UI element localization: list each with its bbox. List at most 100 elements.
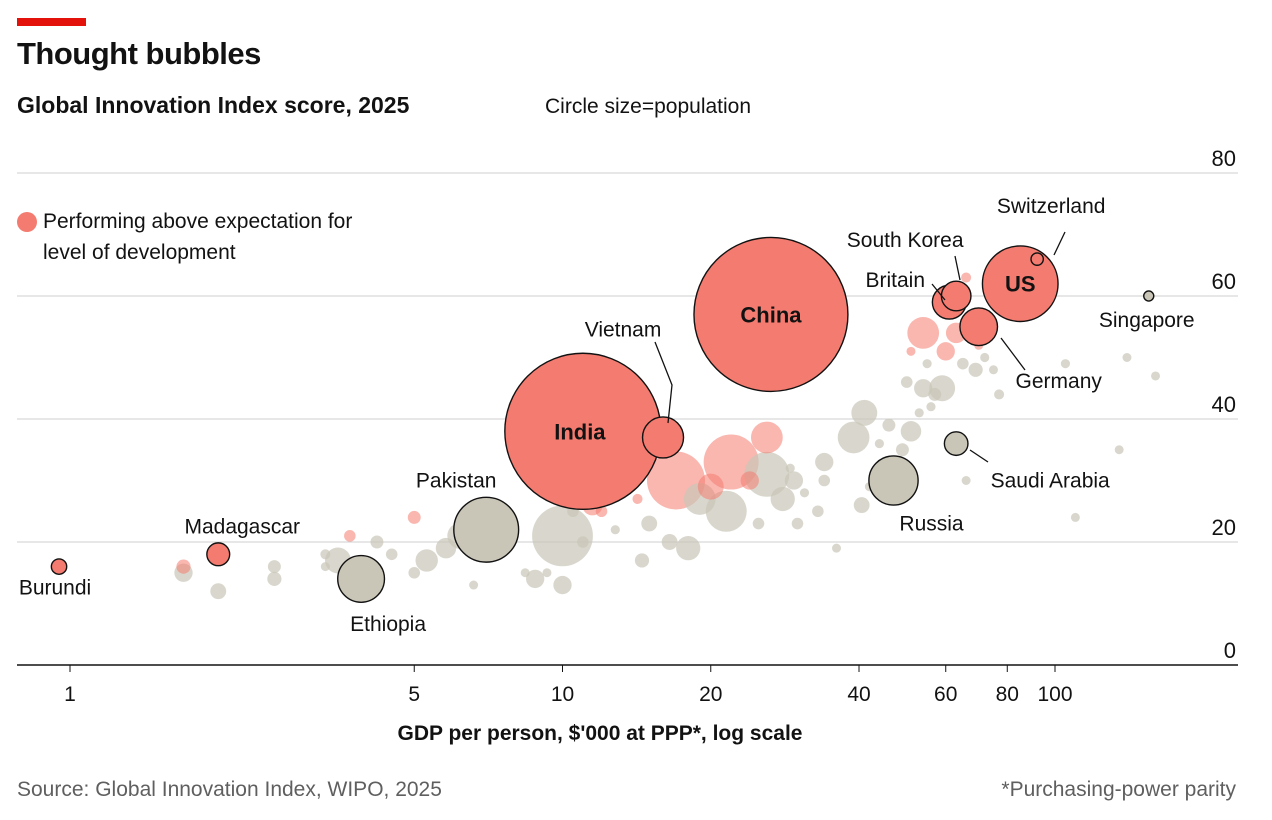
y-tick-label: 20 [1212, 515, 1236, 540]
point-label-britain: Britain [866, 269, 926, 292]
bubble [770, 486, 795, 512]
bubble [344, 530, 356, 542]
bubble [634, 553, 650, 568]
bubble-germany [959, 307, 999, 347]
bubble-pakistan [453, 496, 520, 563]
bubble [784, 471, 804, 490]
bubble [1070, 512, 1080, 522]
point-label-china: China [740, 302, 802, 327]
bubble [791, 517, 804, 530]
legend-dot-icon [17, 212, 37, 232]
bubble [980, 352, 990, 363]
y-tick-label: 80 [1212, 146, 1236, 171]
bubble-layer [50, 236, 1161, 603]
bubble-burundi [50, 558, 68, 575]
point-label-pakistan: Pakistan [416, 470, 497, 493]
point-label-switzerland: Switzerland [997, 195, 1106, 218]
point-label-madagascar: Madagascar [184, 515, 300, 538]
bubble [435, 537, 457, 559]
bubble [697, 473, 724, 500]
bubble [926, 402, 936, 412]
bubble [320, 562, 330, 572]
point-label-singapore: Singapore [1099, 309, 1195, 332]
x-axis-label: GDP per person, $'000 at PPP*, log scale [397, 722, 803, 745]
bubble [961, 476, 971, 485]
x-tick-label: 1 [64, 683, 76, 706]
bubble [661, 534, 678, 550]
leader-line [654, 341, 673, 424]
bubble [320, 549, 331, 560]
point-label-saudi-arabia: Saudi Arabia [991, 470, 1110, 493]
size-note: Circle size=population [545, 95, 752, 118]
bubble [740, 471, 759, 490]
bubble [520, 568, 530, 578]
bubble [750, 421, 783, 454]
bubble [831, 543, 841, 553]
bubble [610, 525, 620, 535]
x-tick-label: 10 [551, 683, 574, 706]
bubble [906, 346, 916, 356]
leader-line [931, 283, 946, 301]
x-tick-label: 80 [996, 683, 1019, 706]
point-label-india: India [554, 419, 606, 444]
scatter-chart: Burundi Madagascar Ethiopia Pakistan India Vi… [17, 146, 1238, 706]
bubble [922, 359, 932, 369]
y-tick-label: 40 [1212, 392, 1236, 417]
bubble [1122, 353, 1132, 362]
bubble [408, 566, 421, 579]
bubble-ethiopia [337, 554, 386, 603]
bubble [1060, 359, 1071, 369]
x-tick-label: 100 [1037, 683, 1072, 706]
leader-line [1000, 337, 1026, 371]
point-label-russia: Russia [899, 513, 964, 536]
bubble [957, 357, 969, 370]
bubble [812, 505, 824, 518]
footnote: *Purchasing-power parity [1001, 778, 1236, 801]
x-tick-label: 40 [847, 683, 870, 706]
y-tick-labels: 0 20 40 60 80 [1212, 146, 1236, 663]
y-tick-label: 0 [1224, 638, 1236, 663]
leader-lines [654, 231, 1066, 463]
bubble-saudi-arabia [943, 431, 969, 457]
point-label-vietnam: Vietnam [585, 318, 662, 341]
bubble [851, 399, 878, 426]
bubble [641, 515, 658, 532]
bubble [705, 490, 747, 532]
leader-line [969, 449, 989, 463]
bubble [874, 439, 884, 449]
bubble-vietnam [641, 416, 685, 459]
bubble [988, 365, 998, 375]
bubble [676, 536, 701, 561]
bubble [907, 317, 940, 349]
bubble [415, 549, 438, 572]
point-labels: Burundi Madagascar Ethiopia Pakistan India Vi… [19, 195, 1195, 636]
bubble-switzerland [1030, 252, 1045, 266]
point-label-us: US [1005, 272, 1036, 297]
bubble [914, 408, 924, 418]
bubble [1151, 371, 1161, 381]
bubble [370, 535, 384, 549]
y-tick-label: 60 [1212, 269, 1236, 294]
bubble [853, 497, 870, 514]
legend-label: Performing above expectation for level o… [43, 210, 353, 264]
bubble [469, 580, 479, 590]
chart-subtitle: Global Innovation Index score, 2025 [17, 92, 410, 118]
bubble [577, 536, 589, 548]
bubble [632, 493, 643, 504]
bubble [385, 548, 398, 561]
bubble [267, 560, 281, 574]
bubble [900, 376, 913, 388]
bubble-madagascar [206, 542, 231, 567]
x-tick-labels: 1 5 10 20 40 60 80 100 [64, 665, 1073, 706]
bubble [928, 387, 942, 401]
bubble [210, 583, 227, 600]
bubble-china [693, 236, 849, 393]
bubble-singapore [1143, 290, 1155, 302]
bubble [815, 452, 834, 472]
chart-title: Thought bubbles [17, 36, 261, 71]
bubble-south-korea [940, 280, 972, 312]
bubble [914, 379, 933, 398]
bubble [837, 421, 870, 454]
source-note: Source: Global Innovation Index, WIPO, 2… [17, 778, 442, 801]
bubble [936, 342, 955, 361]
